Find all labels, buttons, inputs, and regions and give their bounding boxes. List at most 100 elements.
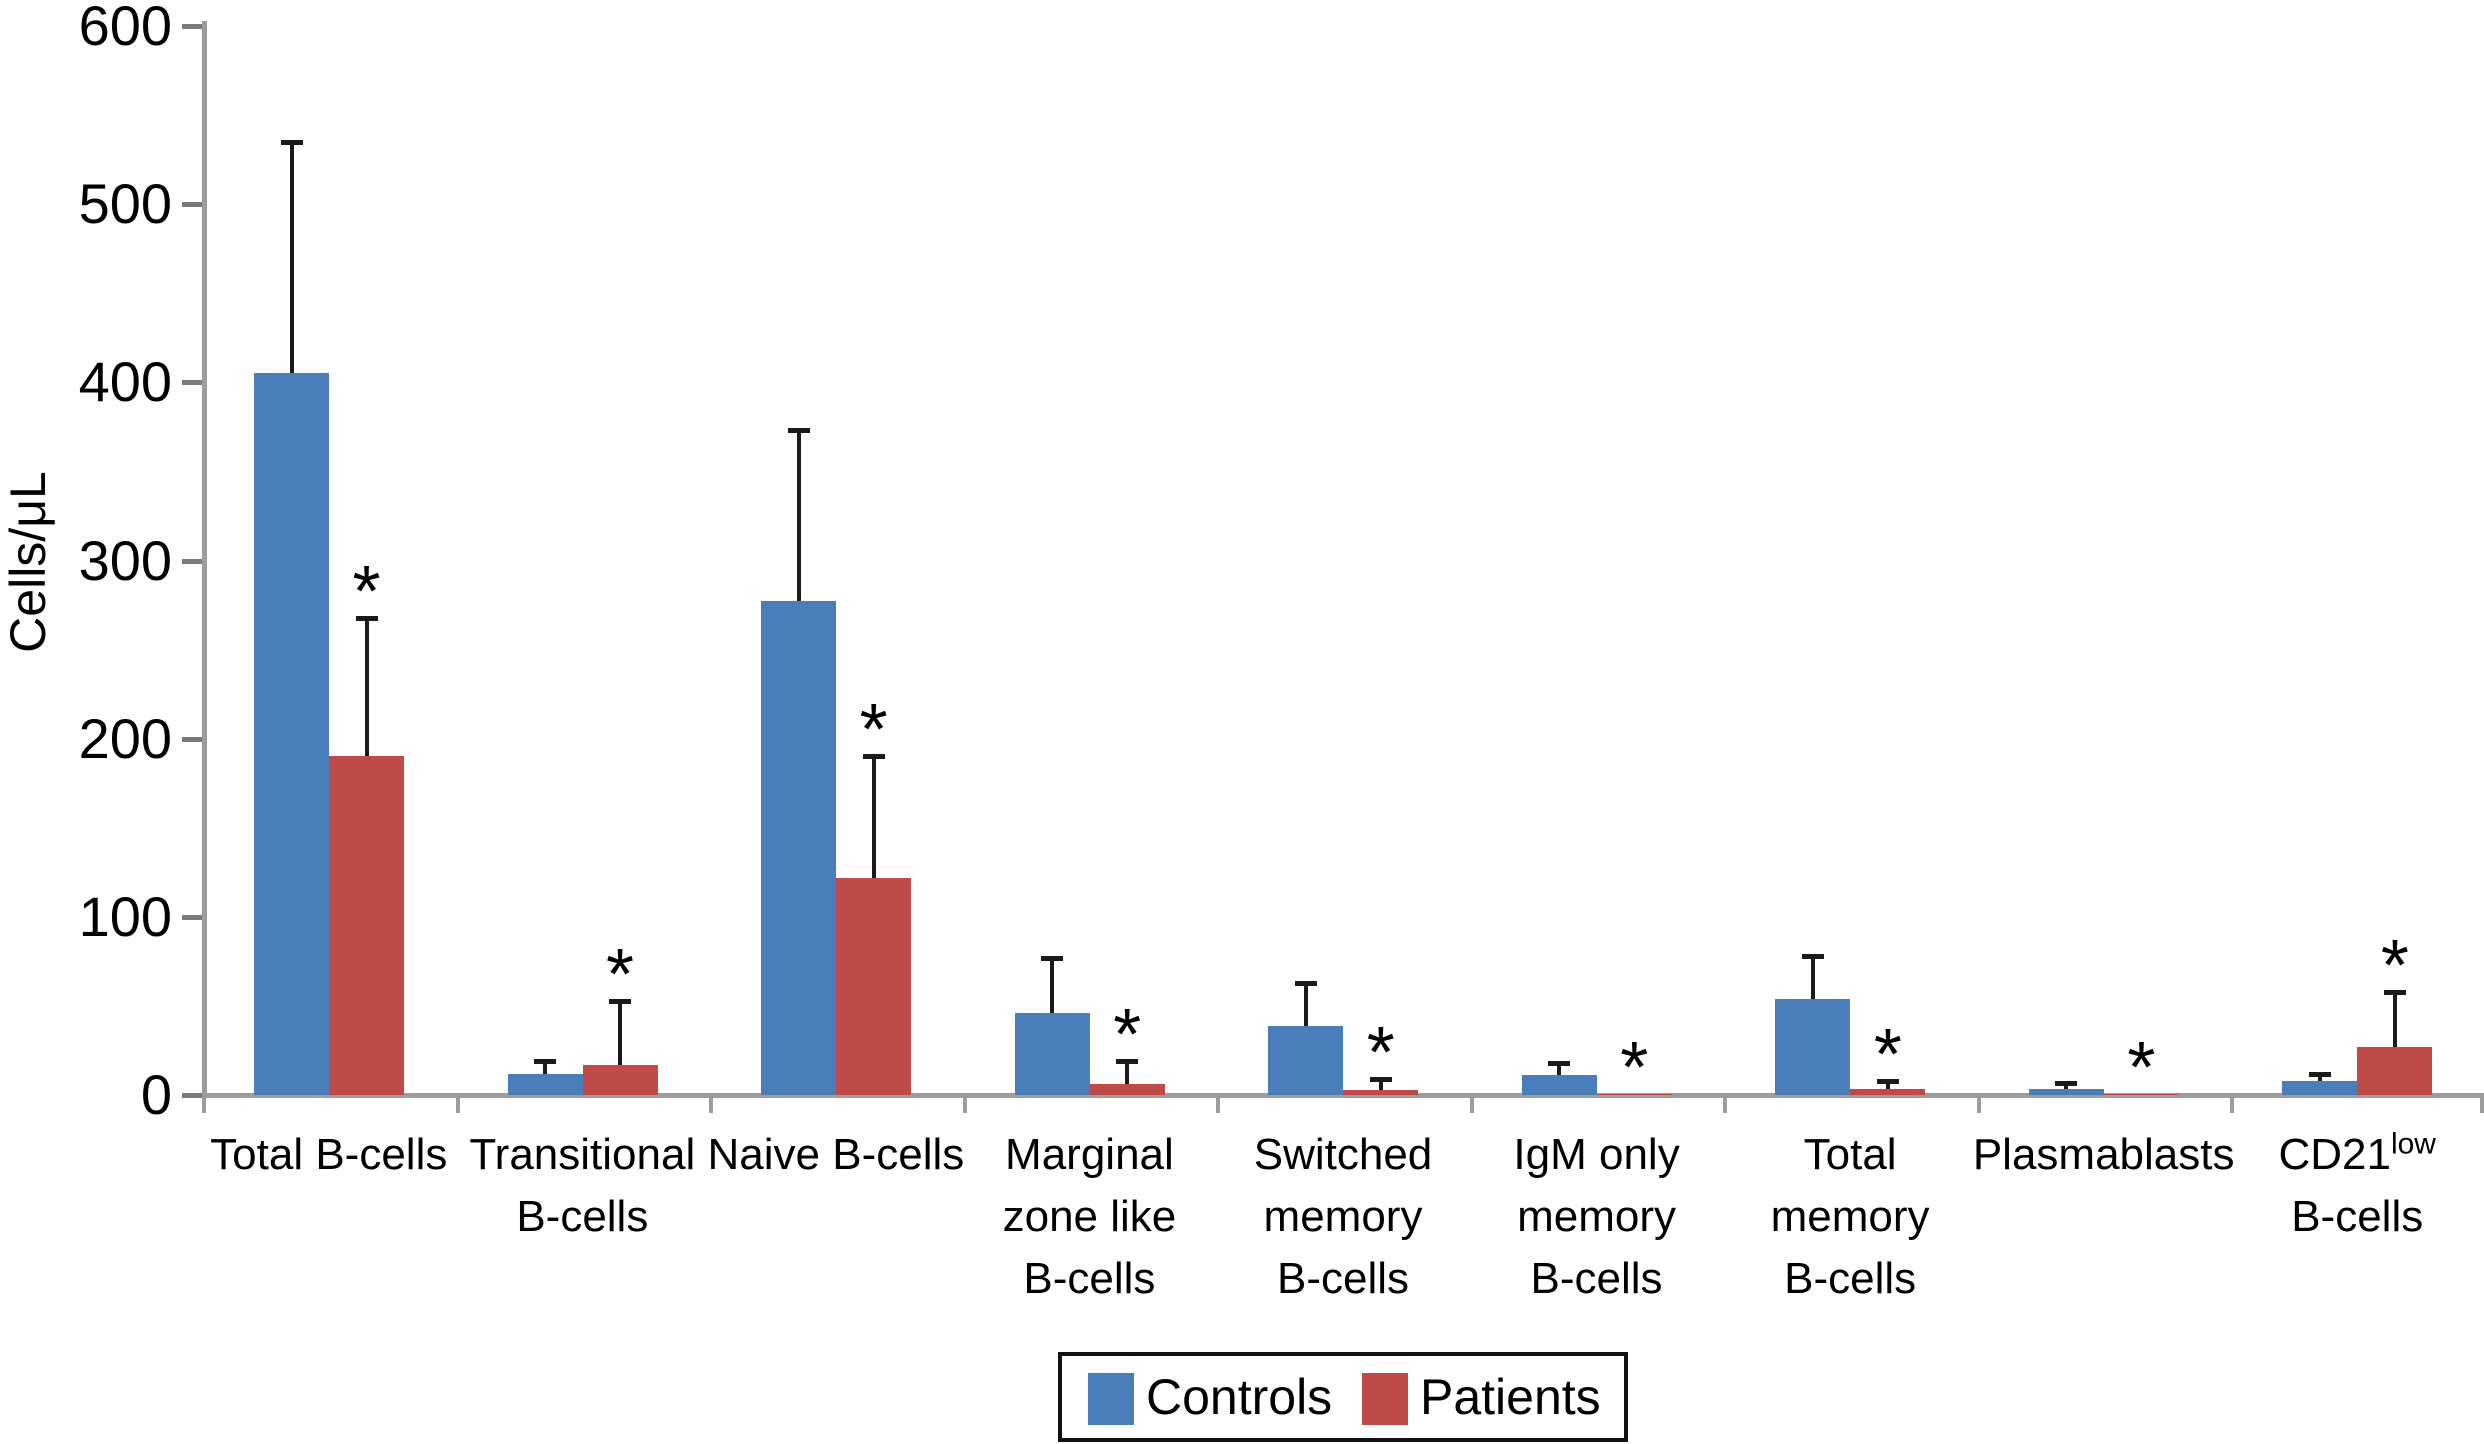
- patients-bar: [836, 877, 912, 1095]
- patients-error-bar: [1885, 1080, 1890, 1089]
- controls-error-cap: [1548, 1060, 1571, 1066]
- significance-asterisk: *: [352, 551, 381, 632]
- category-label: Total memory B-cells: [1771, 1124, 1930, 1310]
- category-label-line: Total B-cells: [210, 1130, 448, 1179]
- controls-error-cap: [787, 428, 810, 434]
- x-axis-tick: [962, 1097, 967, 1113]
- controls-error-bar: [1303, 982, 1308, 1026]
- x-axis-tick: [455, 1097, 460, 1113]
- significance-asterisk: *: [606, 934, 635, 1015]
- y-tick-label: 300: [78, 528, 172, 592]
- x-axis-tick: [1723, 1097, 1728, 1113]
- controls-error-bar: [2317, 1073, 2322, 1081]
- category-label: IgM only memory B-cells: [1513, 1124, 1679, 1310]
- category-label: Naive B-cells: [708, 1124, 965, 1186]
- patients-error-bar: [871, 756, 876, 878]
- controls-bar: [761, 601, 837, 1095]
- controls-error-cap: [1801, 954, 1824, 960]
- y-axis-tick: [182, 1093, 202, 1098]
- patients-error-cap: [1876, 1078, 1899, 1084]
- category-label: CD21low B-cells: [2278, 1124, 2436, 1248]
- x-axis-tick: [1216, 1097, 1221, 1113]
- patients-legend-swatch: [1362, 1373, 1408, 1425]
- patients-bar: [582, 1064, 658, 1095]
- y-axis-line: [202, 21, 207, 1098]
- controls-bar: [507, 1073, 583, 1095]
- category-label: Total B-cells: [210, 1124, 447, 1186]
- patients-error-bar: [618, 1000, 623, 1065]
- y-axis-tick: [182, 202, 202, 208]
- category-label-line: memory: [1770, 1192, 1930, 1241]
- legend: Controls Patients: [1058, 1352, 1628, 1442]
- significance-asterisk: *: [1620, 1028, 1649, 1109]
- controls-bar: [1014, 1013, 1090, 1095]
- category-label-line: Total: [1803, 1130, 1897, 1179]
- controls-error-bar: [543, 1061, 548, 1074]
- category-label-line: Transitional: [469, 1130, 696, 1179]
- category-label-line: memory: [1517, 1192, 1676, 1241]
- significance-asterisk: *: [2380, 925, 2409, 1006]
- y-axis-tick: [182, 24, 202, 29]
- category-label-line: CD21low: [2278, 1127, 2436, 1179]
- patients-error-cap: [609, 998, 632, 1004]
- significance-asterisk: *: [1113, 995, 1142, 1076]
- y-axis-tick: [182, 914, 202, 920]
- category-label-line: B-cells: [1276, 1254, 1410, 1303]
- category-label-line: Naive B-cells: [707, 1130, 965, 1179]
- patients-bar: [1089, 1084, 1165, 1095]
- y-tick-label: 0: [140, 1063, 172, 1126]
- category-label-line: B-cells: [1023, 1254, 1156, 1303]
- controls-error-cap: [280, 139, 303, 145]
- x-axis-tick: [1976, 1097, 1981, 1113]
- patients-bar: [2103, 1094, 2179, 1096]
- x-axis-tick: [709, 1097, 714, 1113]
- category-label-line: B-cells: [516, 1192, 649, 1241]
- controls-error-cap: [1041, 955, 1064, 961]
- significance-asterisk: *: [2127, 1028, 2156, 1109]
- patients-bar: [1596, 1094, 1672, 1096]
- patients-bar: [1850, 1088, 1926, 1095]
- controls-bar: [1521, 1075, 1597, 1095]
- x-axis-tick: [2480, 1097, 2484, 1113]
- category-label: Marginal zone like B-cells: [1003, 1124, 1177, 1310]
- patients-error-cap: [355, 615, 378, 621]
- y-axis-tick: [182, 558, 202, 564]
- y-axis-tick: [182, 736, 202, 742]
- patients-bar: [329, 756, 404, 1095]
- patients-bar: [2357, 1046, 2433, 1095]
- patients-error-bar: [364, 617, 369, 757]
- patients-error-bar: [1125, 1061, 1130, 1085]
- controls-error-cap: [1294, 980, 1317, 986]
- category-label-line: B-cells: [2291, 1192, 2424, 1241]
- significance-asterisk: *: [1873, 1014, 1902, 1095]
- y-tick-label: 100: [78, 884, 172, 948]
- controls-error-cap: [2055, 1080, 2078, 1086]
- category-label-superscript: low: [2390, 1127, 2436, 1161]
- controls-error-bar: [2064, 1082, 2069, 1089]
- controls-legend-swatch: [1088, 1373, 1134, 1425]
- category-label: Transitional B-cells: [469, 1124, 695, 1248]
- controls-error-cap: [534, 1059, 557, 1065]
- category-label-line: Plasmablasts: [1972, 1130, 2235, 1179]
- x-axis-tick: [1469, 1097, 1474, 1113]
- category-label: Plasmablasts: [1973, 1124, 2235, 1186]
- controls-bar: [2282, 1080, 2358, 1095]
- y-tick-label: 400: [78, 350, 172, 414]
- patients-error-bar: [1378, 1078, 1383, 1090]
- x-axis-tick: [202, 1097, 206, 1113]
- x-axis-line: [202, 1093, 2484, 1098]
- controls-bar: [254, 373, 329, 1095]
- controls-bar: [2028, 1088, 2104, 1095]
- y-axis-tick: [182, 380, 202, 386]
- category-label-line: memory: [1263, 1192, 1423, 1241]
- category-label-line: IgM only: [1513, 1130, 1680, 1179]
- patients-error-bar: [2392, 991, 2397, 1047]
- controls-error-bar: [289, 141, 294, 374]
- category-label: Switched memory B-cells: [1254, 1124, 1433, 1310]
- category-label-line: B-cells: [1530, 1254, 1663, 1303]
- controls-error-bar: [1050, 957, 1055, 1014]
- controls-error-bar: [1557, 1062, 1562, 1076]
- patients-bar: [1343, 1089, 1419, 1095]
- controls-bar: [1775, 998, 1851, 1095]
- patients-error-cap: [1116, 1059, 1139, 1065]
